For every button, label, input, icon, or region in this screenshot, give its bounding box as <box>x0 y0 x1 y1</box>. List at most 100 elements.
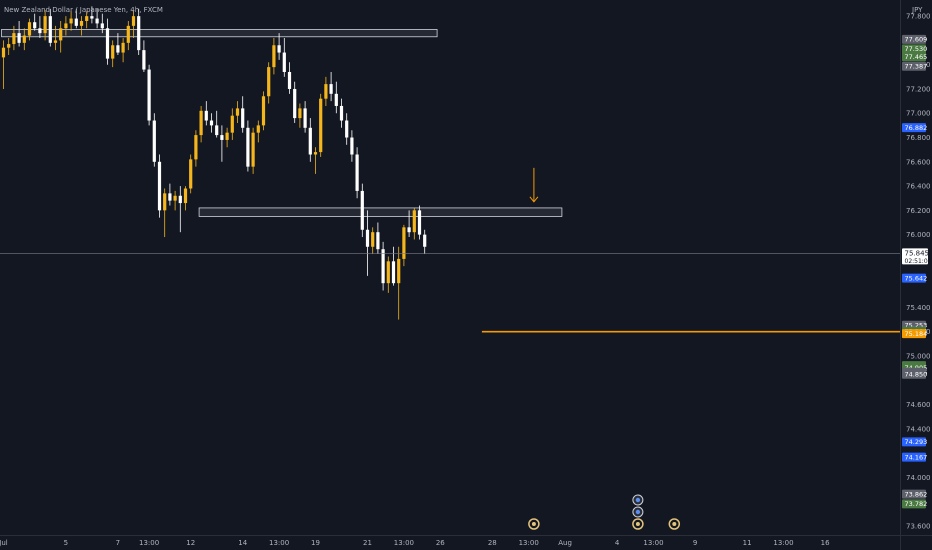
candle-body <box>267 67 271 97</box>
candle-body <box>152 120 156 162</box>
candle-body <box>147 69 151 121</box>
candle-body <box>85 16 89 21</box>
price-badge-bg <box>902 452 926 462</box>
time-tick-label: 13:00 <box>773 539 793 547</box>
event-dot <box>635 522 640 526</box>
candle-body <box>293 88 297 119</box>
candle <box>59 20 63 53</box>
price-badge-bg <box>902 489 926 499</box>
candle <box>350 130 354 162</box>
price-tick-label: 76.800 <box>906 134 931 142</box>
candle-body <box>53 40 58 43</box>
candle <box>17 20 21 47</box>
candle-body <box>261 96 266 126</box>
candle-body <box>111 45 115 59</box>
price-badge-bg <box>902 52 926 62</box>
candle <box>33 13 37 31</box>
symbol-title: New Zealand Dollar / Japanese Yen, 4h, F… <box>4 6 163 14</box>
candle <box>152 113 156 167</box>
candle-body <box>90 16 94 19</box>
candle <box>329 71 333 102</box>
time-tick-label: 28 <box>488 539 497 547</box>
candle-body <box>397 258 401 284</box>
candle-body <box>199 110 203 136</box>
time-axis[interactable]: Jul 5 7 13:00 12 14 13:00 19 21 13:00 26 28 13:00 Aug… <box>0 535 932 548</box>
candle <box>173 190 177 211</box>
candle-body <box>417 210 422 235</box>
price-axis[interactable]: 77.80077.40077.20077.00076.80076.60076.4… <box>900 0 932 550</box>
price-badge-label: 77.387 <box>905 63 928 71</box>
candle-body <box>355 154 359 191</box>
price-tick-label: 77.200 <box>906 85 931 93</box>
candle-body <box>371 232 375 247</box>
price-badge-label: 75.184 <box>905 330 928 338</box>
price-badge-label: 76.882 <box>905 124 928 132</box>
price-badge: 73.862 <box>902 489 928 499</box>
candle <box>225 127 229 148</box>
candle-body <box>38 28 42 34</box>
candle-body <box>209 120 214 126</box>
economic-event-icon <box>668 518 681 530</box>
time-tick-label: 13:00 <box>394 539 414 547</box>
candle <box>111 40 115 68</box>
candle <box>381 241 385 291</box>
event-dot <box>635 497 641 503</box>
candle <box>423 229 427 255</box>
candle <box>85 11 89 29</box>
candle-body <box>48 16 52 43</box>
candle <box>246 120 250 172</box>
candle-body <box>126 25 130 43</box>
candle-body <box>365 229 370 247</box>
event-dot <box>531 522 536 526</box>
economic-event-icon <box>528 518 540 530</box>
candle-body <box>121 42 125 53</box>
price-tick-label: 75.400 <box>906 304 931 312</box>
candle <box>298 103 302 128</box>
candle-body <box>324 84 328 99</box>
candle <box>365 210 370 276</box>
candle <box>183 186 188 211</box>
price-badge-label: 73.862 <box>905 490 928 498</box>
price-badge-bg <box>902 369 926 379</box>
price-badge-label: 75.253 <box>905 322 928 330</box>
candle <box>105 18 110 65</box>
candle <box>386 256 390 293</box>
candle-body <box>350 137 354 155</box>
candle <box>376 222 380 255</box>
price-badge-label: 74.850 <box>905 371 928 379</box>
candle-body <box>163 193 167 211</box>
candle <box>100 13 104 34</box>
time-tick-label: 9 <box>693 539 697 547</box>
candle-body <box>381 249 385 284</box>
candle <box>319 93 323 157</box>
candle-body <box>178 195 182 204</box>
candle <box>38 16 42 38</box>
candle-body <box>74 18 78 26</box>
candle <box>267 62 271 104</box>
candle-body <box>220 135 224 140</box>
time-tick-label: 4 <box>615 539 620 547</box>
candle-body <box>131 16 136 26</box>
candle <box>417 205 422 240</box>
candle <box>121 37 125 63</box>
candle-body <box>215 125 219 136</box>
price-tick-label: 74.400 <box>906 425 931 433</box>
candle-body <box>376 232 380 250</box>
candle <box>147 64 151 126</box>
candle <box>126 20 130 51</box>
price-tick-label: 74.600 <box>906 401 931 409</box>
candle-body <box>204 110 208 121</box>
candle <box>334 81 338 114</box>
price-badge: 75.184 <box>902 329 928 339</box>
candle <box>142 40 146 72</box>
candle-body <box>287 71 292 89</box>
candle <box>204 101 208 126</box>
price-badge-bg <box>902 61 926 71</box>
time-tick-label: 13:00 <box>519 539 539 547</box>
price-badge-label: 74.293 <box>905 438 928 446</box>
price-tick-label: 77.000 <box>906 110 931 118</box>
candle-body <box>27 22 32 36</box>
candle-body <box>246 127 250 167</box>
